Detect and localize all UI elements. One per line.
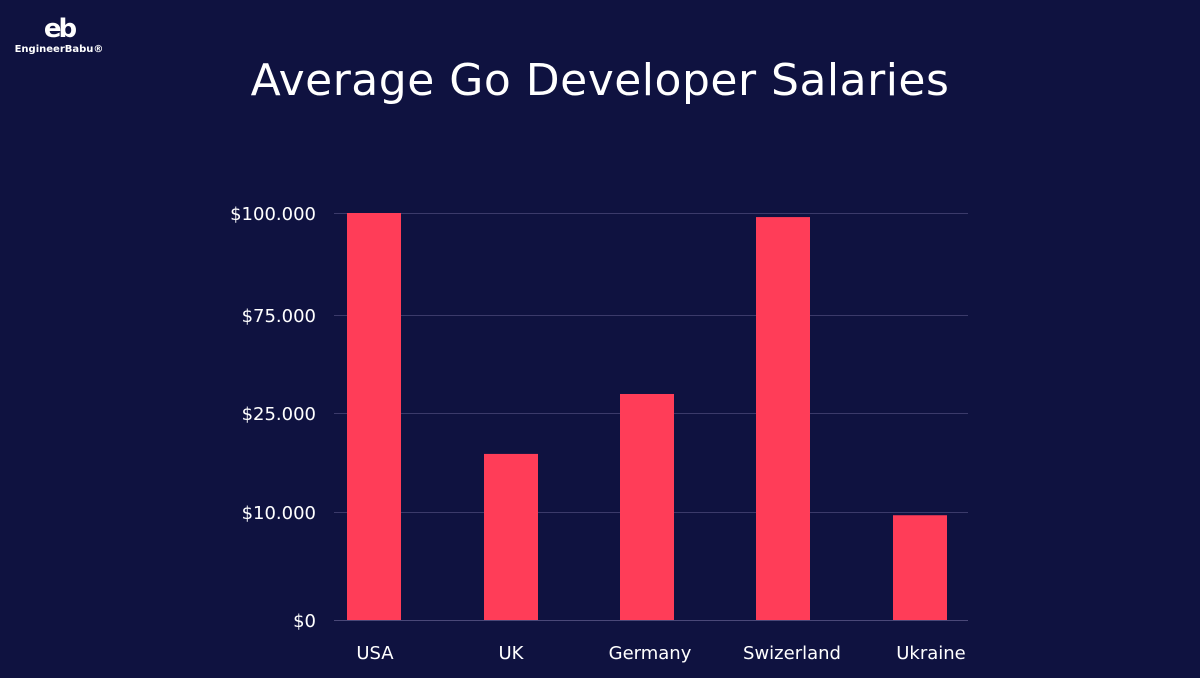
y-tick-label: $25.000 — [242, 404, 316, 425]
bar-uk — [484, 453, 538, 620]
engineerbabu-logo: eb EngineerBabu® — [14, 16, 104, 55]
bar-germany — [620, 393, 674, 620]
logo-brand: EngineerBabu® — [14, 44, 104, 55]
chart-title: Average Go Developer Salaries — [250, 55, 950, 106]
x-tick-label: Swizerland — [743, 643, 841, 664]
x-tick-label: Ukraine — [896, 643, 966, 664]
bar-ukraine — [893, 515, 947, 620]
y-tick-label: $75.000 — [242, 306, 316, 327]
y-tick-label: $0 — [293, 611, 316, 632]
x-tick-label: USA — [356, 643, 394, 664]
x-tick-label: UK — [499, 643, 525, 664]
y-tick-label: $100.000 — [230, 204, 316, 225]
y-tick-label: $10.000 — [242, 503, 316, 524]
bar-usa — [347, 213, 401, 620]
logo-mark: eb — [43, 14, 77, 44]
bar-swizerland — [756, 217, 810, 620]
x-tick-label: Germany — [609, 643, 692, 664]
